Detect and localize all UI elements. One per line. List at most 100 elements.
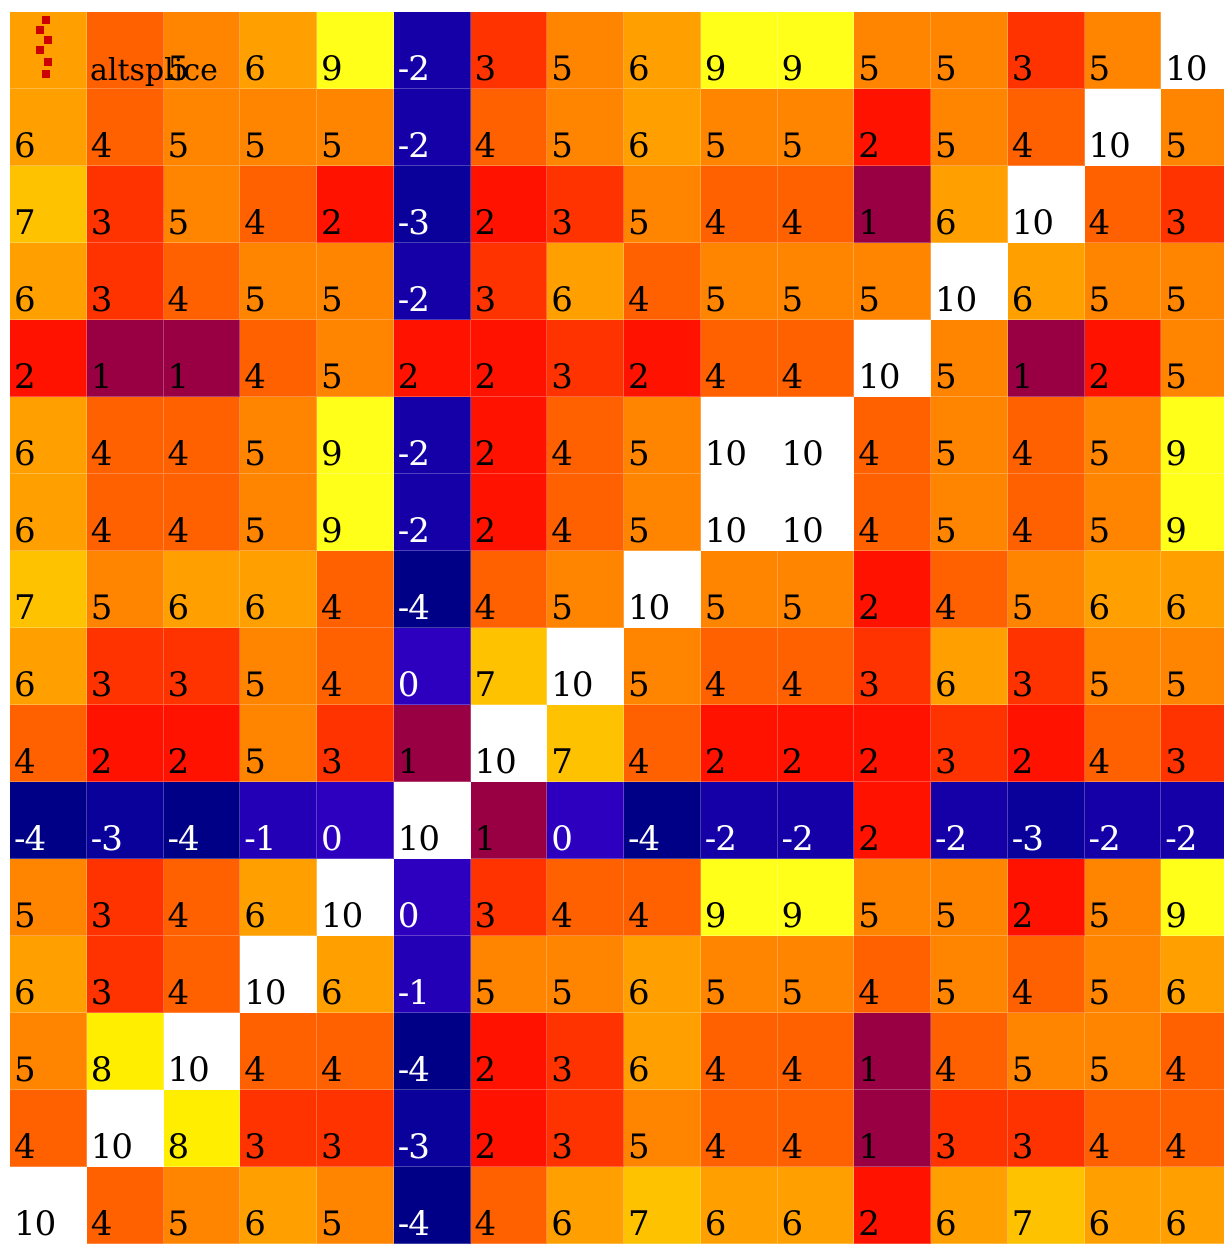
heatmap-cell: 10 xyxy=(1007,166,1085,243)
heatmap-cell: 3 xyxy=(547,166,624,243)
heatmap-cell: 3 xyxy=(1161,705,1224,782)
cell-value-label: 6 xyxy=(1165,973,1187,1013)
cell-value-label: 6 xyxy=(551,1204,573,1244)
heatmap-cell: 3 xyxy=(1161,166,1224,243)
legend-icon-mark xyxy=(42,16,50,24)
cell-value-label: 5 xyxy=(321,280,343,320)
heatmap-cell: 10 xyxy=(624,551,701,628)
cell-value-label: 4 xyxy=(858,434,880,474)
cell-value-label: 2 xyxy=(90,742,113,782)
cell-value-label: 4 xyxy=(244,357,266,397)
legend-icon-mark xyxy=(44,58,52,66)
cell-value-label: 0 xyxy=(551,819,573,859)
cell-value-label: 6 xyxy=(14,280,36,320)
cell-value-label: -4 xyxy=(14,819,46,859)
heatmap-cell: 4 xyxy=(777,1090,855,1167)
cell-value-label: 4 xyxy=(167,973,190,1013)
cell-value-label: 5 xyxy=(935,973,957,1013)
heatmap-cell: -2 xyxy=(393,474,471,551)
heatmap-cell: 2 xyxy=(1007,705,1085,782)
cell-value-label: 3 xyxy=(858,665,880,705)
cell-value-label: 9 xyxy=(1165,511,1187,551)
cell-value-label: 3 xyxy=(90,665,113,705)
heatmap-cell: -4 xyxy=(624,782,701,859)
cell-value-label: 4 xyxy=(704,203,727,243)
cell-value-label: 3 xyxy=(1011,49,1034,89)
heatmap-cell: -3 xyxy=(1007,782,1085,859)
heatmap-grid: altsplice 5 6 9 -2 3 5 6 9 9 5 5 3 5 10 6 4 5 5 5 -2 4 5 6 5 5 2 5 4… xyxy=(10,12,1224,1244)
cell-value-label: 5 xyxy=(1088,280,1111,320)
heatmap-cell: 3 xyxy=(1007,12,1085,89)
heatmap-cell: 5 xyxy=(854,243,931,320)
heatmap-cell: 5 xyxy=(317,1167,394,1244)
heatmap-cell: 5 xyxy=(163,1167,241,1244)
cell-value-label: 3 xyxy=(474,49,497,89)
heatmap-cell: 3 xyxy=(931,705,1008,782)
cell-value-label: 6 xyxy=(628,973,650,1013)
cell-value-label: 4 xyxy=(14,742,36,782)
heatmap-cell: 5 xyxy=(777,936,855,1013)
cell-value-label: 4 xyxy=(321,1050,343,1090)
heatmap-cell: -1 xyxy=(393,936,471,1013)
cell-value-label: 5 xyxy=(628,511,650,551)
cell-value-label: 3 xyxy=(551,1127,573,1167)
cell-value-label: -2 xyxy=(397,49,430,89)
cell-value-label: 0 xyxy=(397,896,420,936)
heatmap-cell: 0 xyxy=(393,859,471,936)
cell-value-label: -4 xyxy=(397,1204,430,1244)
heatmap-cell: 1 xyxy=(393,705,471,782)
corner-cell: altsplice xyxy=(10,12,218,89)
cell-value-label: 3 xyxy=(551,203,573,243)
cell-value-label: -1 xyxy=(397,973,430,1013)
cell-value-label: 4 xyxy=(935,1050,957,1090)
heatmap-cell: 5 xyxy=(1084,628,1162,705)
heatmap-cell: 4 xyxy=(163,859,241,936)
cell-value-label: 4 xyxy=(90,434,113,474)
cell-value-label: 3 xyxy=(1165,742,1187,782)
cell-value-label: 6 xyxy=(14,126,36,166)
heatmap-cell: 6 xyxy=(10,397,87,474)
cell-value-label: 5 xyxy=(1088,49,1111,89)
cell-value-label: 5 xyxy=(1088,665,1111,705)
cell-value-label: 5 xyxy=(551,973,573,1013)
cell-value-label: 5 xyxy=(628,665,650,705)
heatmap-cell: 6 xyxy=(777,1167,855,1244)
heatmap-cell: 5 xyxy=(931,320,1008,397)
heatmap-cell: 4 xyxy=(163,243,241,320)
cell-value-label: 3 xyxy=(321,1127,343,1167)
cell-value-label: 2 xyxy=(474,434,497,474)
heatmap-cell: 5 xyxy=(624,397,701,474)
cell-value-label: -4 xyxy=(397,588,430,628)
heatmap-cell: 4 xyxy=(1084,1090,1162,1167)
heatmap-cell: 5 xyxy=(1084,936,1162,1013)
heatmap-cell: 5 xyxy=(624,628,701,705)
heatmap-cell: 6 xyxy=(624,12,701,89)
cell-value-label: 6 xyxy=(1088,1204,1111,1244)
heatmap-cell: 4 xyxy=(854,474,931,551)
cell-value-label: 6 xyxy=(1088,588,1111,628)
cell-value-label: 3 xyxy=(474,896,497,936)
cell-value-label: -4 xyxy=(628,819,660,859)
cell-value-label: 10 xyxy=(1165,49,1207,89)
cell-value-label: 5 xyxy=(1088,511,1111,551)
cell-value-label: 4 xyxy=(474,126,497,166)
cell-value-label: 2 xyxy=(858,588,880,628)
cell-value-label: -2 xyxy=(1165,819,1197,859)
cell-value-label: 2 xyxy=(474,1127,497,1167)
cell-value-label: 4 xyxy=(935,588,957,628)
cell-value-label: 4 xyxy=(781,665,804,705)
heatmap-cell: 4 xyxy=(777,1013,855,1090)
heatmap-cell: 0 xyxy=(317,782,394,859)
cell-value-label: 5 xyxy=(551,588,573,628)
cell-value-label: 1 xyxy=(858,1050,880,1090)
heatmap-cell: 4 xyxy=(624,859,701,936)
cell-value-label: 3 xyxy=(551,357,573,397)
cell-value-label: 5 xyxy=(244,742,266,782)
heatmap-cell: 5 xyxy=(1161,628,1224,705)
cell-value-label: 4 xyxy=(1165,1050,1187,1090)
heatmap-cell: 3 xyxy=(240,1090,317,1167)
heatmap-cell: 7 xyxy=(10,166,87,243)
heatmap-cell: 6 xyxy=(547,1167,624,1244)
heatmap-cell: 9 xyxy=(317,474,394,551)
heatmap-cell: 5 xyxy=(1084,859,1162,936)
